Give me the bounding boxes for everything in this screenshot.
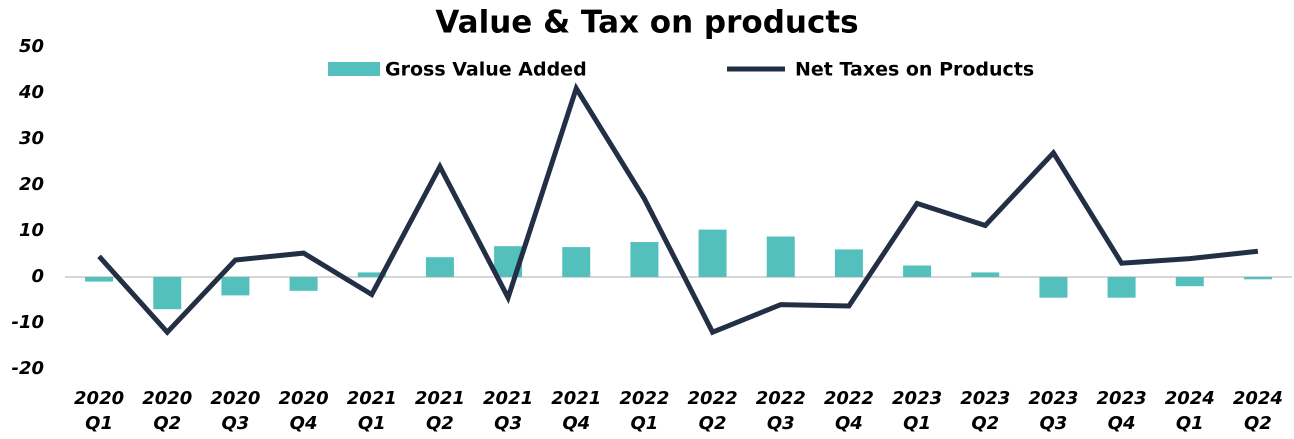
bar [1107,277,1136,298]
x-tick-label: Q1 [85,413,113,434]
x-tick-label: Q1 [1176,413,1204,434]
x-tick-label: 2022 [824,388,874,409]
line [97,82,1259,336]
x-tick-label: Q3 [494,413,522,434]
legend-label: Net Taxes on Products [795,59,1034,81]
x-tick-label: Q1 [903,413,931,434]
x-tick-label: 2020 [74,388,124,409]
x-tick-label: 2023 [1028,388,1078,409]
x-tick-label: 2021 [551,388,601,409]
bar [357,272,386,277]
x-tick-label: Q2 [971,413,999,434]
x-tick-label: Q4 [1108,413,1136,434]
bar [221,277,250,296]
x-tick-label: Q1 [631,413,659,434]
x-tick-label: Q4 [562,413,590,434]
x-tick-label: 2021 [483,388,533,409]
y-tick-label: -10 [11,312,44,333]
bar [766,236,795,277]
y-tick-label: 10 [19,220,44,241]
bar [289,277,318,291]
bar [834,249,863,277]
x-tick-label: Q4 [835,413,863,434]
y-tick-label: 30 [19,128,44,149]
bar [903,265,932,277]
x-tick-label: 2022 [756,388,806,409]
bar [698,229,727,277]
bar [562,247,591,277]
x-tick-label: 2021 [415,388,465,409]
bar [971,272,1000,277]
legend-swatch [328,62,380,76]
x-tick-label: 2020 [142,388,192,409]
x-tick-label: 2024 [1233,388,1283,409]
legend-label: Gross Value Added [385,59,587,81]
bar [153,277,182,310]
x-tick-label: 2022 [688,388,738,409]
bar [85,277,114,282]
bar [1039,277,1068,298]
bar [425,257,454,277]
x-tick-label: 2023 [960,388,1010,409]
y-tick-label: 40 [18,82,44,103]
x-tick-label: 2020 [279,388,329,409]
x-tick-label: Q3 [222,413,250,434]
x-tick-label: 2020 [210,388,260,409]
x-tick-label: Q3 [767,413,795,434]
x-tick-label: 2023 [892,388,942,409]
y-tick-label: 20 [19,174,44,195]
x-tick-label: Q3 [1040,413,1068,434]
x-tick-label: Q2 [699,413,727,434]
bar [630,242,659,277]
bar [1243,277,1272,280]
y-tick-label: 50 [19,36,44,57]
x-tick-label: Q2 [1244,413,1272,434]
x-tick-label: 2022 [619,388,669,409]
x-tick-label: Q2 [153,413,181,434]
x-tick-label: 2024 [1165,388,1215,409]
chart-title: Value & Tax on products [435,5,858,41]
y-tick-label: -20 [11,358,44,379]
x-tick-label: Q4 [290,413,318,434]
y-tick-label: 0 [31,266,44,287]
x-tick-label: 2021 [347,388,397,409]
x-tick-label: 2023 [1097,388,1147,409]
x-tick-label: Q1 [358,413,386,434]
x-tick-label: Q2 [426,413,454,434]
bar [1175,277,1204,287]
